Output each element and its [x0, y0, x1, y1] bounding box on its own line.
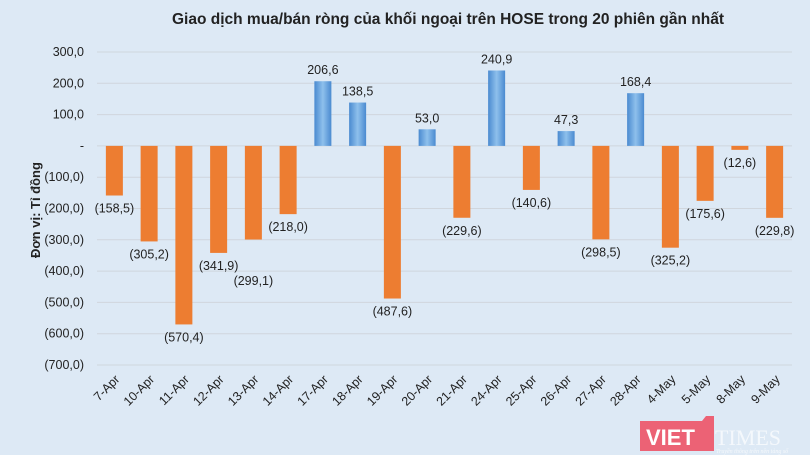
x-tick-label: 24-Apr [468, 372, 504, 408]
y-tick-label: 100,0 [53, 108, 84, 122]
bar [175, 145, 193, 325]
bar [105, 145, 123, 196]
data-label: 240,9 [481, 52, 512, 66]
bar [314, 81, 332, 146]
data-label: (341,9) [199, 259, 239, 273]
data-label: 138,5 [342, 85, 373, 99]
chart-title: Giao dịch mua/bán ròng của khối ngoại tr… [172, 11, 724, 28]
x-tick-label: 17-Apr [295, 372, 331, 408]
bar [244, 145, 262, 240]
data-label: 168,4 [620, 75, 651, 89]
bar [210, 145, 228, 253]
y-tick-label: (300,0) [44, 233, 84, 247]
bar [557, 131, 575, 146]
bar [627, 93, 645, 146]
x-tick-label: 18-Apr [329, 372, 365, 408]
bar [453, 145, 471, 218]
x-tick-label: 5-May [679, 372, 714, 407]
x-tick-label: 19-Apr [364, 372, 400, 408]
bar [766, 145, 784, 218]
y-tick-label: (400,0) [44, 264, 84, 278]
x-tick-label: 21-Apr [434, 372, 470, 408]
y-tick-label: (500,0) [44, 295, 84, 309]
bar [731, 145, 749, 150]
y-tick-label: 300,0 [53, 45, 84, 59]
y-tick-label: (100,0) [44, 170, 84, 184]
data-label: (570,4) [164, 330, 204, 344]
x-tick-label: 8-May [714, 372, 749, 407]
bar [522, 145, 540, 190]
y-tick-label: (700,0) [44, 358, 84, 372]
y-tick-label: (200,0) [44, 202, 84, 216]
data-label: (487,6) [373, 305, 413, 319]
data-label: (175,6) [685, 207, 725, 221]
data-label: (298,5) [581, 245, 621, 259]
x-tick-label: 27-Apr [573, 372, 609, 408]
data-label: (229,6) [442, 224, 482, 238]
bar [592, 145, 610, 240]
y-tick-label: (600,0) [44, 327, 84, 341]
data-label: 206,6 [307, 63, 338, 77]
data-label: (218,0) [268, 220, 308, 234]
data-label: (305,2) [129, 247, 169, 261]
data-label: (229,8) [755, 224, 795, 238]
svg-text:VIET: VIET [646, 425, 695, 450]
data-label: (158,5) [95, 202, 135, 216]
x-tick-label: 9-May [748, 372, 783, 407]
x-tick-label: 7-Apr [91, 372, 123, 404]
x-tick-label: 10-Apr [121, 372, 157, 408]
data-label: (140,6) [512, 196, 552, 210]
x-tick-label: 28-Apr [607, 372, 643, 408]
x-tick-label: 11-Apr [156, 372, 192, 408]
x-tick-label: 13-Apr [225, 372, 261, 408]
bar [383, 145, 401, 299]
svg-text:TIMES: TIMES [715, 425, 781, 450]
bar [279, 145, 297, 215]
bar [696, 145, 714, 201]
y-axis-label: Đơn vị: Tỉ đồng [28, 162, 43, 258]
data-label: 47,3 [554, 113, 578, 127]
data-label: (325,2) [651, 254, 691, 268]
x-tick-label: 4-May [644, 372, 679, 407]
x-tick-label: 20-Apr [399, 372, 435, 408]
bar [418, 129, 436, 146]
x-tick-label: 26-Apr [538, 372, 574, 408]
y-tick-label: 200,0 [53, 76, 84, 90]
bar [349, 102, 367, 146]
bar [488, 70, 506, 146]
x-tick-label: 12-Apr [190, 372, 226, 408]
bar [661, 145, 679, 248]
x-tick-label: 14-Apr [260, 372, 296, 408]
data-label: (299,1) [234, 274, 274, 288]
y-tick-label: - [80, 139, 84, 153]
data-label: 53,0 [415, 111, 439, 125]
x-tick-label: 25-Apr [503, 372, 539, 408]
bar [140, 145, 158, 242]
svg-text:Truyền thông trên nền tảng số: Truyền thông trên nền tảng số [716, 448, 789, 455]
data-label: (12,6) [724, 156, 757, 170]
viettimes-logo: VIET TIMES Truyền thông trên nền tảng số [640, 416, 789, 455]
